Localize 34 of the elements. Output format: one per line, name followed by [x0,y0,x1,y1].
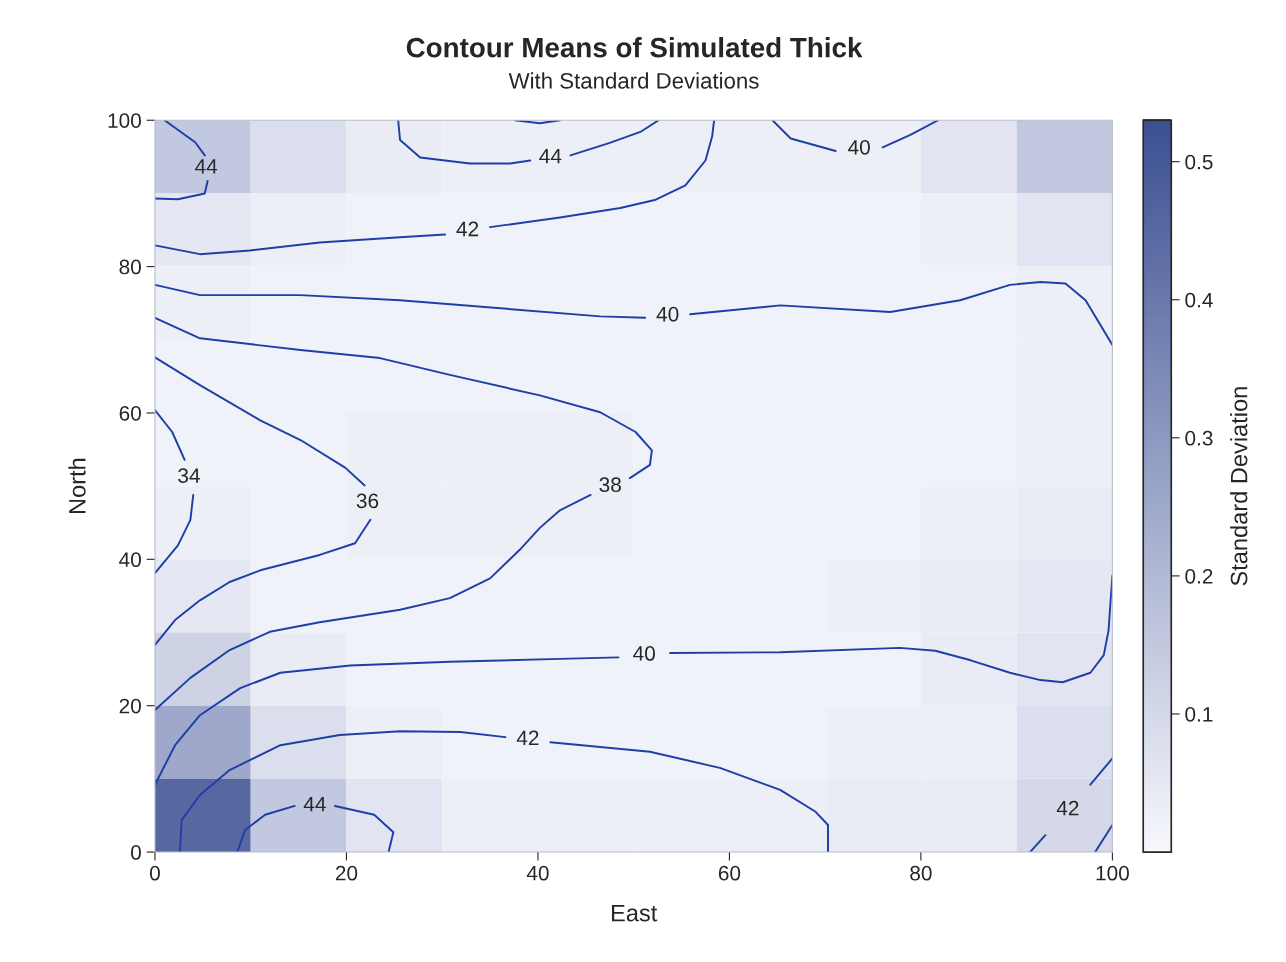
chart-subtitle: With Standard Deviations [508,72,759,89]
series-label: 40 [633,646,655,661]
color-bar-label: 0.5 [1185,154,1213,170]
x-tick-label: 0 [149,865,160,881]
series-label: 38 [599,477,621,493]
y-tick-label: 20 [119,698,141,714]
color-bar-label: 0.1 [1185,706,1213,722]
x-axis-title: East [611,904,658,922]
y-axis-title: North [68,458,86,514]
x-tick-label: 80 [910,865,932,881]
y-tick-label: 80 [119,259,141,275]
series-label: 40 [656,306,679,322]
series-label: 42 [456,221,479,237]
series-label: 44 [195,159,218,174]
y-tick-label: 60 [119,405,141,421]
series-label: 40 [848,140,870,155]
color-bar-label: 0.4 [1185,292,1213,308]
x-tick-label: 40 [526,865,549,881]
color-bar-label: 0.2 [1185,568,1213,584]
series-label: 34 [178,468,200,483]
series-label: 44 [303,797,326,812]
series-label: 42 [1056,800,1079,816]
y-tick-label: 0 [131,845,141,860]
x-tick-label: 100 [1096,865,1129,881]
series-label: 36 [356,493,379,509]
series-label: 42 [516,730,539,746]
y-tick-label: 100 [108,113,141,128]
x-tick-label: 60 [718,865,741,881]
y-tick-label: 40 [119,552,141,568]
series-label: 44 [539,148,562,164]
color-bar-title: Standard Deviation [1230,387,1248,586]
x-tick-label: 20 [335,865,358,881]
color-bar-label: 0.3 [1185,430,1213,446]
chart-title: Contour Means of Simulated Thick [406,37,863,58]
